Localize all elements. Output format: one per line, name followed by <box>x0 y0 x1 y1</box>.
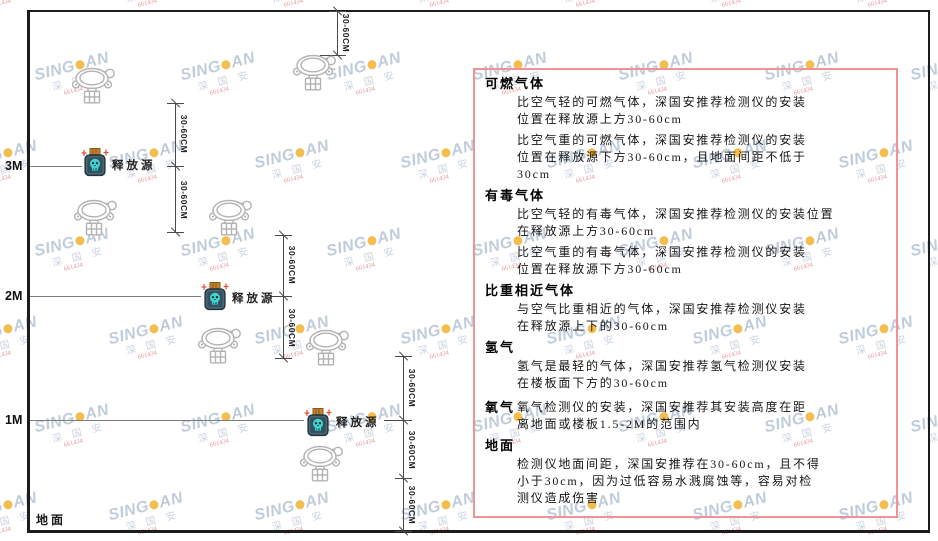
guideline-section: 比重相近气体与空气比重相近的气体，深国安推荐检测仪安装 在释放源上下的30-60c… <box>485 282 886 335</box>
paragraph-line: 比空气轻的可燃气体，深国安推荐检测仪的安装 <box>517 95 807 109</box>
gas-detector-icon <box>73 198 117 236</box>
section-heading: 氧气 <box>485 400 516 415</box>
release-source-label: 释放源 <box>336 417 380 429</box>
gas-detector-icon <box>71 66 115 104</box>
dimension-label: 30-60CM <box>407 368 417 408</box>
level-line <box>30 166 82 167</box>
section-heading: 地面 <box>485 438 516 453</box>
paragraph-line: 在释放源上方30-60cm <box>517 224 656 238</box>
section-paragraph: 比空气轻的可燃气体，深国安推荐检测仪的安装 位置在释放源上方30-60cm <box>517 94 886 128</box>
dimension-label: 30-60CM <box>407 430 417 470</box>
release-source-icon <box>81 148 109 178</box>
section-heading: 可燃气体 <box>485 76 546 91</box>
guidelines-panel: 可燃气体比空气轻的可燃气体，深国安推荐检测仪的安装 位置在释放源上方30-60cm… <box>473 68 898 518</box>
level-line <box>30 420 304 421</box>
dimension-connector <box>384 420 403 421</box>
dimension-label: 30-60CM <box>179 114 189 154</box>
section-paragraph: 检测仪地面间距，深国安推荐在30-60cm，且不得 小于30cm，因为过低容易水溅… <box>517 456 886 507</box>
ceiling-line <box>27 10 930 12</box>
release-source-label: 释放源 <box>112 160 156 172</box>
gas-detector-icon <box>208 198 252 236</box>
guideline-section: 可燃气体比空气轻的可燃气体，深国安推荐检测仪的安装 位置在释放源上方30-60cm… <box>485 75 886 183</box>
section-paragraph: 氢气是最轻的气体，深国安推荐氢气检测仪安装 在楼板面下方的30-60cm <box>517 358 886 392</box>
section-paragraph: 与空气比重相近的气体，深国安推荐检测仪安装 在释放源上下的30-60cm <box>517 301 886 335</box>
paragraph-line: 位置在释放源上方30-60cm <box>517 112 683 126</box>
paragraph-line: 与空气比重相近的气体，深国安推荐检测仪安装 <box>517 302 807 316</box>
paragraph-line: 30cm <box>517 167 551 181</box>
release-source-icon <box>304 408 332 438</box>
dimension-line: 30-60CM 30-60CM 30-60CM <box>395 351 417 536</box>
gas-detector-icon <box>292 53 336 91</box>
section-paragraph: 氧气检测仪的安装，深国安推荐其安装高度在距 离地面或楼板1.5-2M的范围内 <box>517 396 886 433</box>
paragraph-line: 比空气重的有毒气体，深国安推荐检测仪的安装 <box>517 245 807 259</box>
guideline-section: 有毒气体比空气轻的有毒气体，深国安推荐检测仪的安装位置 在释放源上方30-60cm… <box>485 187 886 278</box>
paragraph-line: 在楼板面下方的30-60cm <box>517 376 669 390</box>
gas-detector-icon <box>197 326 241 364</box>
section-paragraph: 比空气重的有毒气体，深国安推荐检测仪的安装 位置在释放源下方30-60cm <box>517 244 886 278</box>
dimension-label: 30-60CM <box>287 245 297 285</box>
paragraph-line: 氧气检测仪的安装，深国安推荐其安装高度在距 <box>517 400 807 414</box>
paragraph-line: 比空气重的可燃气体，深国安推荐检测仪的安装 <box>517 133 807 147</box>
paragraph-line: 小于30cm，因为过低容易水溅腐蚀等，容易对检 <box>517 474 814 488</box>
wall-left <box>27 10 30 533</box>
ground-line <box>27 530 930 533</box>
dimension-label: 30-60CM <box>179 180 189 220</box>
level-label: 1M <box>5 413 23 427</box>
section-paragraph: 比空气轻的有毒气体，深国安推荐检测仪的安装位置 在释放源上方30-60cm <box>517 206 886 240</box>
guideline-section: 氢气 氢气是最轻的气体，深国安推荐氢气检测仪安装 在楼板面下方的30-60cm <box>485 339 886 392</box>
paragraph-line: 比空气轻的有毒气体，深国安推荐检测仪的安装位置 <box>517 207 835 221</box>
paragraph-line: 位置在释放源下方30-60cm <box>517 262 683 276</box>
guideline-section: 地面 检测仪地面间距，深国安推荐在30-60cm，且不得 小于30cm，因为过低容易… <box>485 437 886 507</box>
gas-detector-icon <box>305 328 349 366</box>
dimension-label: 30-60CM <box>407 485 417 525</box>
level-line <box>30 296 201 297</box>
level-label: 3M <box>5 159 23 173</box>
dimension-connector <box>320 55 337 56</box>
dimension-line: 30-60CM 30-60CM <box>167 98 189 237</box>
paragraph-line: 位置在释放源下方30-60cm，且地面间距不低于 <box>517 150 807 164</box>
section-heading: 有毒气体 <box>485 188 546 203</box>
level-label: 2M <box>5 289 23 303</box>
paragraph-line: 氢气是最轻的气体，深国安推荐氢气检测仪安装 <box>517 359 807 373</box>
dimension-connector <box>270 296 283 297</box>
section-heading: 比重相近气体 <box>485 283 576 298</box>
paragraph-line: 检测仪地面间距，深国安推荐在30-60cm，且不得 <box>517 457 821 471</box>
release-source-label: 释放源 <box>232 293 276 305</box>
paragraph-line: 测仪造成伤害 <box>517 491 600 505</box>
dimension-line: 30-60CM <box>329 6 351 60</box>
paragraph-line: 离地面或楼板1.5-2M的范围内 <box>517 417 702 431</box>
gas-detector-icon <box>299 444 343 482</box>
guideline-section: 氧气 氧气检测仪的安装，深国安推荐其安装高度在距 离地面或楼板1.5-2M的范围内 <box>485 396 886 433</box>
wall-right <box>928 10 930 533</box>
dimension-label: 30-60CM <box>341 13 351 53</box>
section-paragraph: 比空气重的可燃气体，深国安推荐检测仪的安装 位置在释放源下方30-60cm，且地面… <box>517 132 886 183</box>
ground-label: 地面 <box>36 513 67 527</box>
paragraph-line: 在释放源上下的30-60cm <box>517 319 669 333</box>
dimension-label: 30-60CM <box>287 308 297 348</box>
dimension-line: 30-60CM 30-60CM <box>275 230 297 363</box>
release-source-icon <box>201 282 229 312</box>
section-heading: 氢气 <box>485 340 516 355</box>
guidelines-sections: 可燃气体比空气轻的可燃气体，深国安推荐检测仪的安装 位置在释放源上方30-60cm… <box>475 70 896 516</box>
